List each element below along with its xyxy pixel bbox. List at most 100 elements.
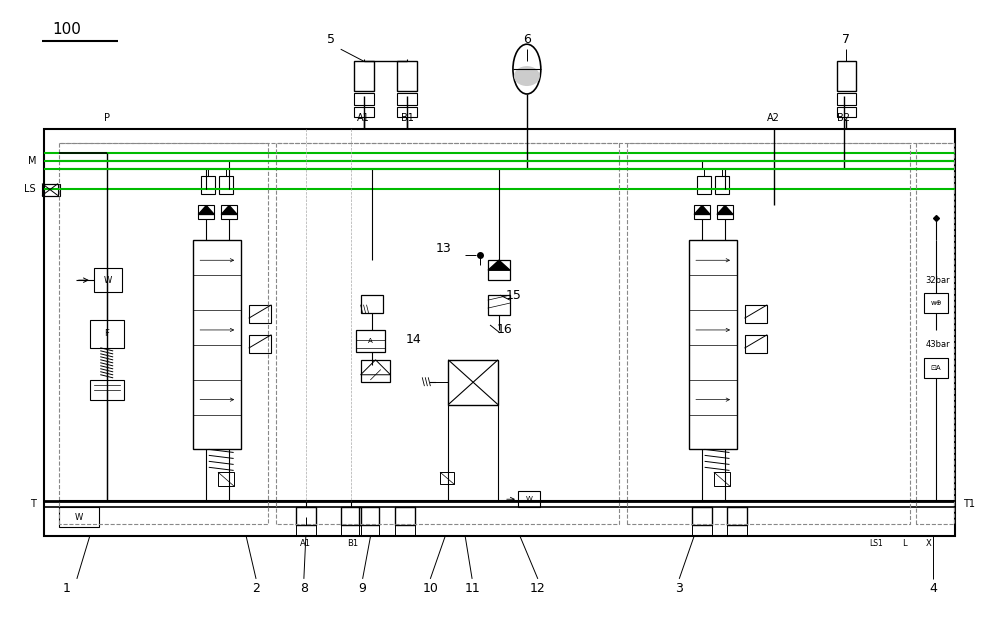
Bar (249, 335, 271, 353)
Text: 15: 15 (506, 289, 522, 302)
Text: 13: 13 (435, 242, 451, 255)
Bar (249, 305, 271, 323)
Text: L: L (902, 539, 907, 548)
Bar (837, 61, 856, 91)
Text: 3: 3 (675, 582, 683, 596)
Bar (42, 183, 58, 196)
Text: 9: 9 (359, 582, 367, 596)
Bar (745, 305, 767, 323)
Bar (341, 525, 361, 535)
Text: w⊕: w⊕ (930, 300, 942, 306)
Polygon shape (488, 260, 510, 270)
Bar (359, 507, 379, 525)
Text: T: T (30, 499, 36, 509)
Bar (395, 525, 415, 535)
Text: 4: 4 (929, 582, 937, 596)
Text: W: W (75, 512, 83, 521)
Text: B1: B1 (401, 113, 414, 123)
Text: 32bar: 32bar (926, 275, 950, 284)
Bar (90, 320, 124, 348)
Bar (440, 472, 454, 484)
Text: 6: 6 (523, 33, 531, 46)
Bar (448, 360, 498, 404)
Bar (361, 360, 390, 381)
Text: 11: 11 (464, 582, 480, 596)
Bar (745, 335, 767, 353)
Text: A: A (368, 338, 373, 344)
Text: A1: A1 (300, 539, 311, 548)
Text: B2: B2 (837, 113, 850, 123)
Text: LS: LS (24, 183, 36, 194)
Bar (296, 525, 316, 535)
Bar (397, 93, 417, 105)
Text: LS1: LS1 (869, 539, 883, 548)
Bar (359, 525, 379, 535)
Text: X: X (925, 539, 931, 548)
Bar (94, 268, 122, 292)
Bar (354, 93, 374, 105)
Bar (924, 293, 948, 313)
Bar (727, 507, 747, 525)
Bar (727, 525, 747, 535)
Bar (397, 107, 417, 117)
Bar (924, 358, 948, 378)
Bar (59, 507, 99, 527)
Bar (518, 491, 540, 507)
Text: W: W (525, 497, 532, 502)
Text: W: W (104, 275, 112, 284)
Bar (219, 176, 233, 194)
Text: A2: A2 (767, 113, 780, 123)
Bar (341, 507, 361, 525)
Polygon shape (221, 206, 237, 215)
Bar (397, 61, 417, 91)
Text: 43bar: 43bar (926, 341, 950, 350)
Text: 14: 14 (406, 334, 421, 346)
Text: F: F (104, 330, 109, 339)
Bar (361, 295, 383, 313)
Bar (692, 507, 712, 525)
Bar (717, 206, 733, 219)
Bar (692, 525, 712, 535)
Text: T1: T1 (963, 499, 975, 509)
Text: P: P (104, 113, 110, 123)
Bar (697, 176, 711, 194)
Bar (395, 507, 415, 525)
Text: M: M (28, 156, 36, 166)
Text: 10: 10 (422, 582, 438, 596)
Bar (488, 295, 510, 315)
Bar (488, 260, 510, 280)
Polygon shape (694, 206, 710, 215)
Text: 2: 2 (252, 582, 260, 596)
Text: 16: 16 (497, 323, 513, 337)
Ellipse shape (514, 66, 540, 86)
Text: 100: 100 (52, 22, 81, 37)
Bar (44, 183, 60, 196)
Text: 1: 1 (63, 582, 71, 596)
Text: 7: 7 (842, 33, 850, 46)
Text: B1: B1 (347, 539, 358, 548)
Bar (356, 330, 385, 352)
Bar (354, 61, 374, 91)
Bar (837, 107, 856, 117)
Bar (837, 93, 856, 105)
Bar (715, 176, 729, 194)
Polygon shape (717, 206, 733, 215)
Bar (221, 206, 237, 219)
Bar (90, 380, 124, 399)
Polygon shape (198, 206, 214, 215)
Text: 12: 12 (530, 582, 546, 596)
Text: A1: A1 (357, 113, 370, 123)
Text: ⊡A: ⊡A (931, 365, 941, 371)
Bar (296, 507, 316, 525)
Bar (714, 472, 730, 486)
Bar (354, 107, 374, 117)
Bar (198, 206, 214, 219)
Bar (694, 206, 710, 219)
Text: 8: 8 (300, 582, 308, 596)
Bar (201, 176, 215, 194)
Text: 5: 5 (327, 33, 335, 46)
Bar (218, 472, 234, 486)
Bar (689, 240, 737, 449)
Bar (193, 240, 241, 449)
Bar (44, 129, 955, 536)
